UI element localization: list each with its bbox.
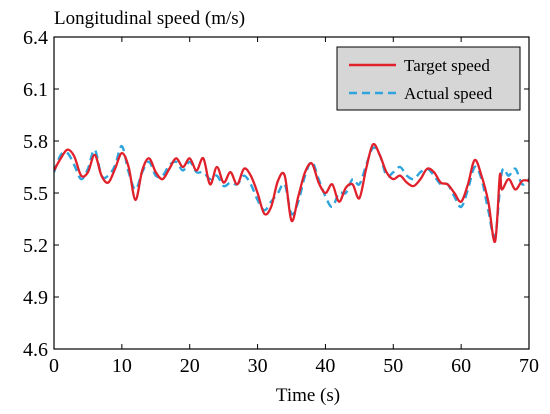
x-tick-label: 50 <box>383 355 403 377</box>
legend-label-actual-speed: Actual speed <box>404 84 493 103</box>
legend-box <box>336 46 521 111</box>
y-tick-label: 4.6 <box>23 339 48 361</box>
y-tick-label: 5.8 <box>23 131 48 153</box>
y-tick-label: 6.1 <box>23 79 48 101</box>
x-tick-label: 30 <box>248 355 268 377</box>
series-layer <box>54 142 529 243</box>
y-tick-label: 6.4 <box>23 27 48 49</box>
x-tick-label: 60 <box>451 355 471 377</box>
legend-label-target-speed: Target speed <box>404 56 490 75</box>
x-tick-label: 10 <box>112 355 132 377</box>
x-tick-label: 0 <box>49 355 59 377</box>
series-line-target-speed <box>54 142 529 243</box>
x-tick-label: 70 <box>519 355 539 377</box>
y-tick-label: 4.9 <box>23 287 48 309</box>
x-tick-label: 40 <box>315 355 335 377</box>
y-axis-title: Longitudinal speed (m/s) <box>54 8 245 29</box>
x-tick-label: 20 <box>180 355 200 377</box>
y-tick-label: 5.2 <box>23 235 48 257</box>
x-axis-title: Time (s) <box>276 385 340 406</box>
ticks-layer: 0 10 20 30 40 50 60 70 4.6 4.9 5.2 5.5 5.8 6.1 6.4 <box>23 27 539 377</box>
y-tick-label: 5.5 <box>23 183 48 205</box>
legend: Target speed Actual speed <box>336 46 521 111</box>
